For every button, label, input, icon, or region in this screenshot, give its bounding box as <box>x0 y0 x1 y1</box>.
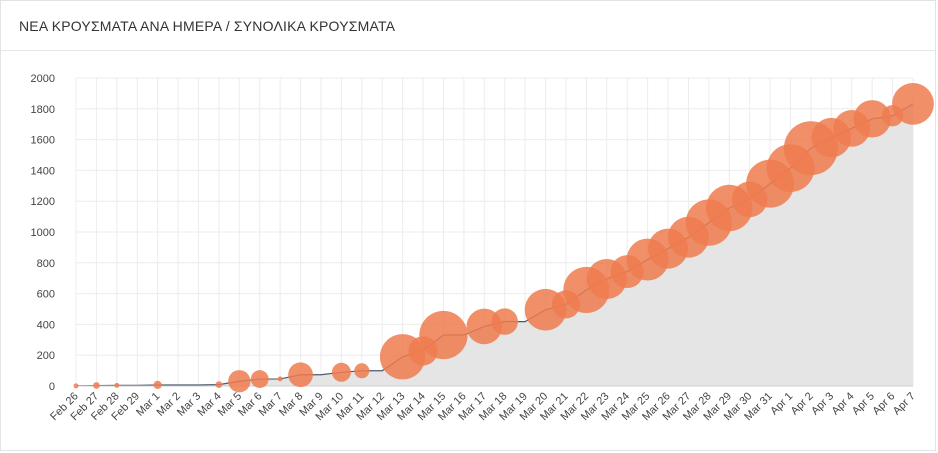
y-tick-label: 0 <box>49 381 55 393</box>
new-cases-bubble <box>153 380 162 390</box>
x-tick-label: Apr 1 <box>768 390 795 417</box>
y-tick-label: 400 <box>37 319 55 331</box>
x-tick-label: Apr 2 <box>789 390 816 417</box>
card-header: ΝΕΑ ΚΡΟΥΣΜΑΤΑ ΑΝΑ ΗΜΕΡΑ / ΣΥΝΟΛΙΚΑ ΚΡΟΥΣ… <box>1 1 935 51</box>
new-cases-bubble <box>277 376 283 382</box>
y-tick-label: 200 <box>37 350 55 362</box>
x-tick-label: Apr 5 <box>850 390 877 417</box>
new-cases-bubble <box>114 382 120 388</box>
new-cases-bubble <box>419 310 468 360</box>
new-cases-bubble <box>331 362 351 382</box>
y-tick-label: 1400 <box>31 165 55 177</box>
chart-title: ΝΕΑ ΚΡΟΥΣΜΑΤΑ ΑΝΑ ΗΜΕΡΑ / ΣΥΝΟΛΙΚΑ ΚΡΟΥΣ… <box>19 18 396 34</box>
y-tick-label: 1600 <box>31 135 55 147</box>
new-cases-bubble <box>228 370 251 393</box>
new-cases-bubble <box>491 308 518 335</box>
new-cases-bubble <box>73 383 79 389</box>
new-cases-bubble <box>354 363 370 379</box>
y-tick-label: 1800 <box>31 104 55 116</box>
x-tick-label: Apr 6 <box>870 390 897 417</box>
new-cases-bubble <box>892 83 934 125</box>
x-tick-label: Apr 7 <box>891 390 918 417</box>
new-cases-bubble <box>93 382 100 389</box>
y-tick-label: 1200 <box>31 196 55 208</box>
cases-chart: 0200400600800100012001400160018002000Feb… <box>31 73 934 423</box>
y-tick-label: 1000 <box>31 227 55 239</box>
y-tick-label: 600 <box>37 289 55 301</box>
y-tick-label: 2000 <box>31 73 55 85</box>
new-cases-bubble <box>853 100 891 138</box>
total-cases-area <box>76 103 913 386</box>
new-cases-bubble <box>250 370 269 388</box>
new-cases-bubble <box>215 381 223 388</box>
x-tick-label: Apr 4 <box>830 390 857 417</box>
x-tick-label: Apr 3 <box>809 390 836 417</box>
y-tick-label: 800 <box>37 258 55 270</box>
new-cases-bubble <box>288 362 313 388</box>
